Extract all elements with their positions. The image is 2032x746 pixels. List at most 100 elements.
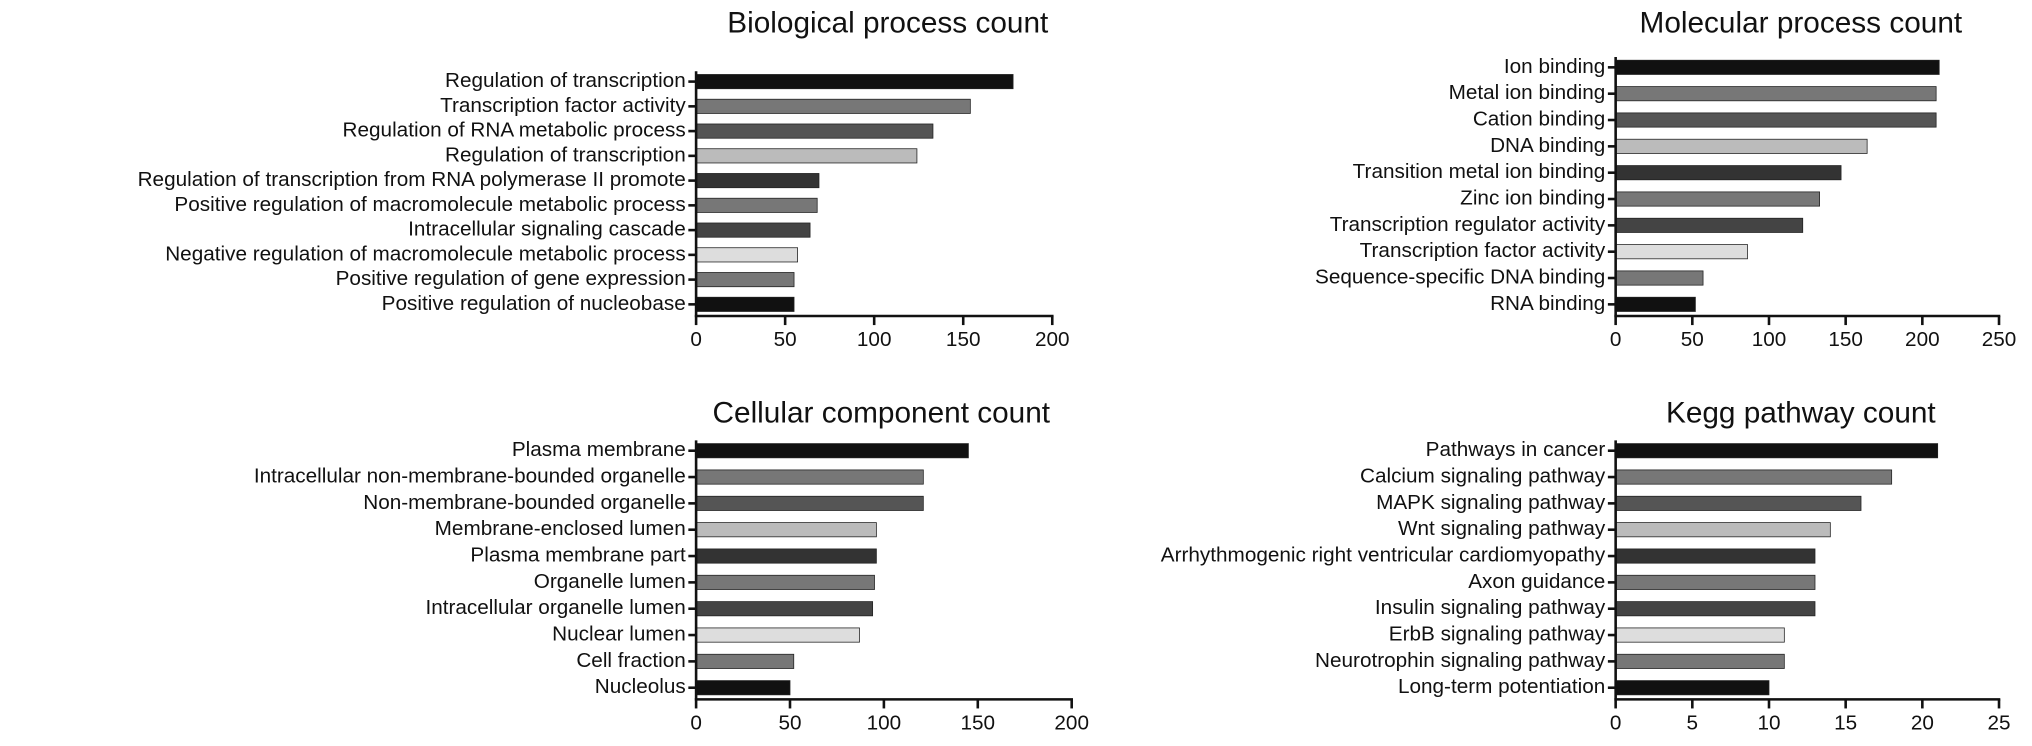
y-tick-label: Arrhythmogenic right ventricular cardiom… [1161,544,1606,567]
x-tick-label: 100 [1752,328,1787,351]
y-tick-label: DNA binding [1490,134,1605,157]
bar [1615,59,1940,75]
y-tick-label: Pathways in cancer [1426,438,1606,461]
bar [695,627,860,643]
bar [1615,165,1842,181]
y-tick-label: Long-term potentiation [1398,675,1605,698]
y-tick-label: Nucleolus [595,675,686,698]
x-tick-label: 200 [1035,328,1070,351]
bar [1615,138,1868,154]
y-tick-label: MAPK signaling pathway [1376,491,1606,514]
y-tick-label: Intracellular signaling cascade [408,218,686,241]
bar [695,522,877,538]
y-tick-label: Positive regulation of nucleobase [382,292,686,315]
y-tick-label: RNA binding [1490,292,1605,315]
y-tick-label: ErbB signaling pathway [1389,623,1606,646]
bar [695,222,811,238]
bar [1615,86,1937,102]
bar [695,197,818,213]
y-tick-label: Organelle lumen [534,570,686,593]
bar [695,123,934,139]
bar [695,495,924,511]
y-tick-label: Nuclear lumen [552,623,686,646]
x-tick-label: 15 [1834,711,1857,734]
y-tick-label: Intracellular organelle lumen [425,596,685,619]
bar [1615,217,1804,233]
y-tick-label: Plasma membrane [512,438,686,461]
x-tick-label: 150 [1828,328,1863,351]
y-tick-label: Ion binding [1504,55,1605,78]
chart-title: Kegg pathway count [1666,396,1936,429]
y-tick-label: Insulin signaling pathway [1375,596,1606,619]
bar [695,148,918,164]
x-tick-label: 100 [867,711,902,734]
chart-title: Biological process count [727,6,1049,39]
y-tick-label: Plasma membrane part [470,544,686,567]
x-tick-label: 150 [946,328,981,351]
bar [1615,601,1816,617]
x-tick-label: 0 [1610,711,1622,734]
x-tick-label: 0 [690,711,702,734]
bar [1615,469,1893,485]
bar [1615,680,1770,696]
bar [1615,495,1862,511]
bar [695,296,795,312]
y-tick-label: Non-membrane-bounded organelle [363,491,685,514]
x-tick-label: 5 [1687,711,1699,734]
x-tick-label: 10 [1757,711,1780,734]
y-tick-label: Regulation of transcription [445,143,686,166]
bar [695,601,874,617]
y-tick-label: Regulation of transcription [445,69,686,92]
chart-title: Molecular process count [1640,6,1963,39]
bar [695,469,924,485]
x-tick-label: 200 [1054,711,1089,734]
x-tick-label: 200 [1905,328,1940,351]
bar [1615,244,1748,260]
bar [1615,296,1696,312]
x-tick-label: 250 [1982,328,2017,351]
bar [1615,112,1937,128]
bar [695,98,971,114]
y-tick-label: Membrane-enclosed lumen [435,517,686,540]
y-tick-label: Negative regulation of macromolecule met… [165,242,686,265]
bar [1615,522,1831,538]
y-tick-label: Cation binding [1473,107,1605,130]
bar [1615,548,1816,564]
chart-title: Cellular component count [713,396,1051,429]
y-tick-label: Wnt signaling pathway [1398,517,1606,540]
y-tick-label: Intracellular non-membrane-bounded organ… [254,465,686,488]
bar [695,247,798,263]
bar [695,653,795,669]
y-tick-label: Regulation of transcription from RNA pol… [138,168,686,191]
y-tick-label: Neurotrophin signaling pathway [1315,649,1606,672]
y-tick-label: Transcription regulator activity [1330,213,1606,236]
bar [695,680,791,696]
x-tick-label: 50 [778,711,801,734]
y-tick-label: Positive regulation of gene expression [336,267,686,290]
y-tick-label: Transition metal ion binding [1353,160,1606,183]
x-tick-label: 100 [857,328,892,351]
x-tick-label: 0 [690,328,702,351]
y-tick-label: Transcription factor activity [440,94,686,117]
x-tick-label: 50 [774,328,797,351]
bar [1615,574,1816,590]
bar [695,548,877,564]
x-tick-label: 0 [1610,328,1622,351]
y-tick-label: Metal ion binding [1449,81,1606,104]
bar [1615,270,1704,286]
y-tick-label: Axon guidance [1468,570,1605,593]
bar [1615,443,1939,459]
y-tick-label: Cell fraction [576,649,685,672]
bar [695,74,1014,90]
bar [1615,653,1785,669]
y-tick-label: Regulation of RNA metabolic process [343,119,686,142]
x-tick-label: 25 [1987,711,2010,734]
bar [695,443,969,459]
bar [695,173,820,189]
bar [695,574,875,590]
x-tick-label: 50 [1681,328,1704,351]
bar [1615,191,1820,207]
y-tick-label: Positive regulation of macromolecule met… [174,193,685,216]
y-tick-label: Calcium signaling pathway [1360,465,1606,488]
